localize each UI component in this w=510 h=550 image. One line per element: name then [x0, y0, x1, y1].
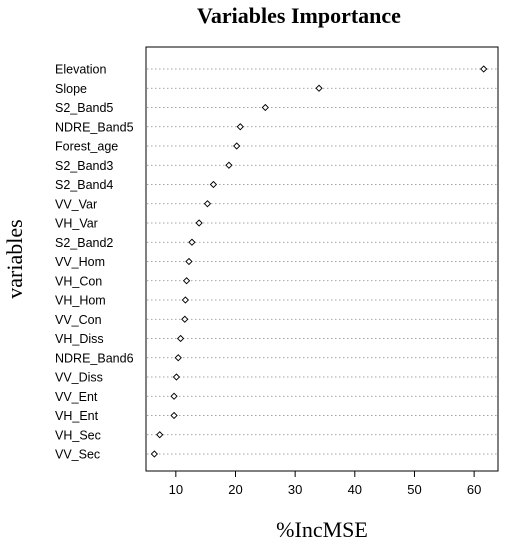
- y-axis-title: variables: [2, 219, 27, 298]
- data-point: [172, 373, 181, 381]
- category-label: VH_Var: [55, 217, 98, 231]
- category-label: Elevation: [55, 63, 106, 77]
- data-point: [176, 334, 185, 343]
- x-tick-label: 20: [228, 482, 242, 497]
- data-point: [209, 180, 218, 189]
- data-point: [261, 103, 269, 112]
- x-tick-label: 30: [288, 482, 302, 497]
- category-label: VV_Var: [55, 197, 97, 211]
- data-point: [170, 392, 178, 400]
- x-tick-label: 60: [467, 482, 481, 497]
- category-label: VV_Sec: [55, 448, 100, 462]
- category-label: VV_Con: [55, 313, 102, 327]
- chart-title: Variables Importance: [197, 3, 401, 28]
- category-label: S2_Band4: [55, 178, 113, 192]
- data-point: [181, 315, 189, 323]
- data-point: [233, 142, 241, 150]
- category-label: Slope: [55, 82, 87, 96]
- x-axis-title: %IncMSE: [276, 517, 368, 542]
- x-tick-label: 10: [169, 482, 183, 497]
- category-label: NDRE_Band6: [55, 351, 134, 365]
- data-point: [182, 277, 191, 285]
- data-point: [170, 411, 178, 420]
- data-point: [203, 200, 212, 208]
- x-axis: 10 20 30 40 50 60: [169, 470, 484, 497]
- category-label: VH_Ent: [55, 409, 99, 423]
- data-point: [181, 296, 190, 304]
- category-label: VH_Sec: [55, 428, 101, 442]
- category-label: VV_Ent: [55, 390, 98, 404]
- data-point: [156, 431, 164, 439]
- data-point: [225, 161, 233, 169]
- category-label: S2_Band3: [55, 159, 113, 173]
- data-points: [150, 65, 488, 458]
- data-point: [150, 450, 158, 458]
- category-labels: Elevation Slope S2_Band5 NDRE_Band5 Forest_a…: [55, 63, 134, 462]
- category-label: VH_Con: [55, 274, 102, 288]
- x-tick-label: 40: [348, 482, 362, 497]
- data-point: [185, 257, 193, 266]
- category-label: VH_Hom: [55, 294, 106, 308]
- grid-layer: [147, 68, 497, 455]
- plot-frame: [145, 46, 499, 472]
- category-label: VV_Diss: [55, 371, 103, 385]
- data-point: [315, 84, 323, 92]
- category-label: NDRE_Band5: [55, 120, 134, 134]
- category-label: S2_Band2: [55, 236, 113, 250]
- data-point: [195, 219, 203, 227]
- data-point: [236, 123, 244, 131]
- x-tick-label: 50: [407, 482, 421, 497]
- data-point: [174, 354, 182, 362]
- data-point: [188, 238, 196, 246]
- data-point: [480, 65, 488, 73]
- category-label: VH_Diss: [55, 332, 104, 346]
- category-label: Forest_age: [55, 140, 118, 154]
- category-label: S2_Band5: [55, 101, 113, 115]
- category-label: VV_Hom: [55, 255, 105, 269]
